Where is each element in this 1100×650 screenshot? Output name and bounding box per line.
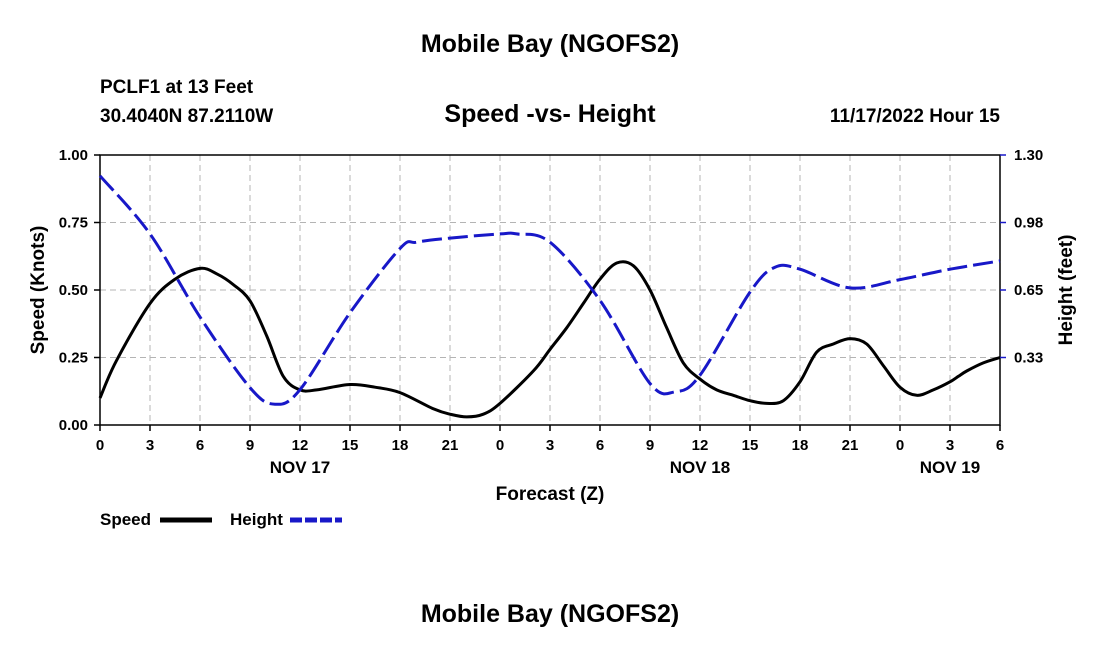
ticks: 0 3 6 9 12 15 18 21 0 3 6 9 12 15 18 21 0 3 6 0.00 0.25 0.50 0… <box>59 147 1043 477</box>
x-tick-label: 21 <box>442 437 459 454</box>
station-label: PCLF1 at 13 Feet <box>100 77 254 98</box>
y2-tick-label: 0.65 <box>1014 282 1043 299</box>
x-tick-label: 3 <box>946 437 954 454</box>
date-label: NOV 18 <box>670 458 730 477</box>
x-tick-label: 21 <box>842 437 859 454</box>
series <box>98 174 1001 419</box>
y-tick-label: 0.50 <box>59 282 88 299</box>
x-tick-label: 3 <box>546 437 554 454</box>
grid <box>100 155 1000 425</box>
x-tick-label: 9 <box>246 437 254 454</box>
chart-title: Speed -vs- Height <box>444 100 656 128</box>
footer-title: Mobile Bay (NGOFS2) <box>420 600 680 628</box>
speed-series-line <box>98 260 1001 419</box>
y2-tick-label: 1.30 <box>1014 147 1043 164</box>
x-tick-label: 9 <box>646 437 654 454</box>
y-axis-label: Speed (Knots) <box>28 226 49 355</box>
x-tick-label: 18 <box>392 437 409 454</box>
x-tick-label: 12 <box>292 437 309 454</box>
x-tick-label: 6 <box>996 437 1004 454</box>
y-tick-label: 0.00 <box>59 417 88 434</box>
date-label: NOV 17 <box>270 458 330 477</box>
date-label: NOV 19 <box>920 458 980 477</box>
legend-height-label: Height <box>230 510 283 529</box>
y2-tick-label: 0.98 <box>1014 215 1043 232</box>
y-tick-label: 1.00 <box>59 147 88 164</box>
y2-tick-label: 0.33 <box>1014 350 1043 367</box>
x-tick-label: 0 <box>96 437 104 454</box>
x-tick-label: 18 <box>792 437 809 454</box>
x-tick-label: 15 <box>342 437 359 454</box>
height-series-line <box>98 174 1001 406</box>
x-tick-label: 6 <box>196 437 204 454</box>
x-tick-label: 15 <box>742 437 759 454</box>
y-tick-label: 0.25 <box>59 350 88 367</box>
datetime-label: 11/17/2022 Hour 15 <box>829 106 1000 127</box>
legend-speed-label: Speed <box>100 510 151 529</box>
x-tick-label: 12 <box>692 437 709 454</box>
x-tick-label: 0 <box>496 437 504 454</box>
x-tick-label: 3 <box>146 437 154 454</box>
x-tick-label: 6 <box>596 437 604 454</box>
x-axis-label: Forecast (Z) <box>496 484 605 505</box>
y-tick-label: 0.75 <box>59 215 88 232</box>
legend: Speed Height <box>100 510 342 529</box>
page-title: Mobile Bay (NGOFS2) <box>420 30 680 58</box>
coordinates-label: 30.4040N 87.2110W <box>100 106 274 127</box>
y2-axis-label: Height (feet) <box>1056 235 1077 346</box>
x-tick-label: 0 <box>896 437 904 454</box>
